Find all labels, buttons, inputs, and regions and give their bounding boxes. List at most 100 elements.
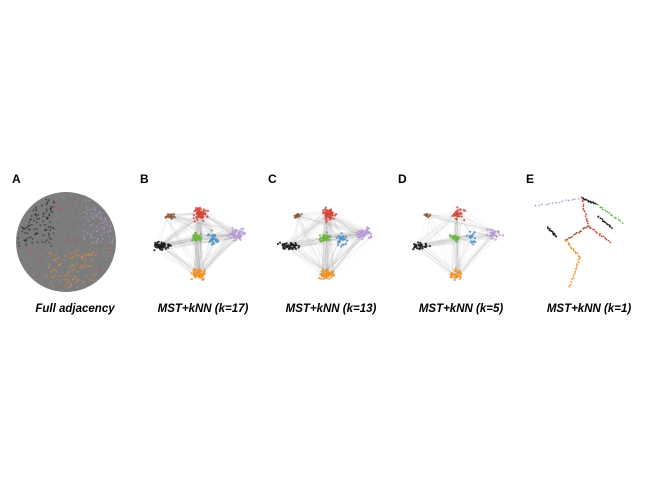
node [172, 213, 176, 216]
node [460, 215, 463, 218]
edge [460, 233, 493, 274]
edge [422, 233, 494, 247]
node [325, 231, 328, 234]
edge [425, 244, 455, 274]
node [579, 230, 581, 233]
node [83, 237, 86, 240]
node [168, 213, 171, 216]
node [361, 230, 364, 233]
node [197, 273, 200, 277]
node [332, 273, 335, 276]
edge [333, 237, 372, 276]
node [453, 214, 456, 217]
edge [295, 216, 328, 274]
node [366, 227, 369, 230]
node [608, 211, 610, 214]
node [72, 278, 75, 281]
node [46, 274, 48, 276]
edge [451, 232, 492, 276]
node [322, 211, 325, 214]
node [237, 236, 240, 239]
node [79, 266, 82, 268]
node [75, 264, 78, 266]
node [106, 224, 109, 227]
node [420, 243, 423, 247]
node [21, 226, 24, 229]
edge [327, 213, 332, 270]
node [102, 227, 105, 229]
node [606, 210, 609, 213]
node [358, 235, 361, 238]
node [50, 253, 53, 256]
node [329, 208, 333, 211]
edge [291, 210, 328, 245]
node [100, 218, 103, 221]
node [55, 257, 58, 260]
edge [167, 216, 237, 232]
node [459, 208, 462, 211]
node [194, 239, 197, 242]
node [45, 239, 48, 242]
edge [465, 210, 493, 230]
node [101, 226, 103, 228]
node [577, 261, 580, 264]
node [328, 235, 331, 238]
node [100, 270, 103, 273]
node [584, 215, 587, 218]
node [199, 207, 202, 210]
node [344, 235, 348, 238]
node [196, 235, 199, 238]
edge [421, 244, 455, 271]
node [77, 246, 80, 249]
node [320, 236, 323, 240]
node [85, 258, 87, 261]
node [455, 217, 458, 220]
edge [162, 245, 195, 270]
node [33, 228, 36, 231]
node [109, 226, 112, 228]
node [78, 254, 81, 257]
node [240, 234, 243, 238]
node [325, 216, 329, 219]
node [74, 255, 77, 257]
node [453, 278, 456, 282]
node [75, 229, 77, 232]
node [472, 243, 475, 246]
node [60, 227, 63, 230]
node [195, 207, 198, 210]
edge [327, 215, 331, 275]
node [201, 216, 204, 219]
node [93, 208, 96, 211]
edge [295, 216, 322, 275]
node [90, 233, 93, 235]
edge [456, 231, 471, 278]
edge [199, 232, 233, 276]
node [600, 235, 603, 238]
edge [331, 218, 347, 237]
node [52, 285, 54, 288]
node [455, 269, 458, 273]
node [231, 227, 234, 230]
node [84, 211, 86, 213]
node [100, 222, 103, 225]
panel-letter-a: A [12, 172, 21, 186]
panel-letter-c: C [268, 172, 277, 186]
node [88, 253, 91, 256]
edge [199, 210, 206, 274]
node [605, 238, 608, 241]
node [48, 241, 51, 244]
node [463, 218, 466, 222]
node [364, 232, 367, 235]
edge [456, 235, 467, 278]
node [99, 241, 102, 243]
node [538, 204, 541, 207]
node [599, 232, 601, 235]
node [92, 279, 95, 282]
node [50, 210, 53, 213]
node [74, 219, 77, 222]
node [65, 206, 68, 209]
caption-mst-knn-k13: MST+kNN (k=13) [285, 303, 377, 315]
node [493, 233, 496, 236]
node [287, 244, 290, 247]
node [464, 209, 467, 212]
